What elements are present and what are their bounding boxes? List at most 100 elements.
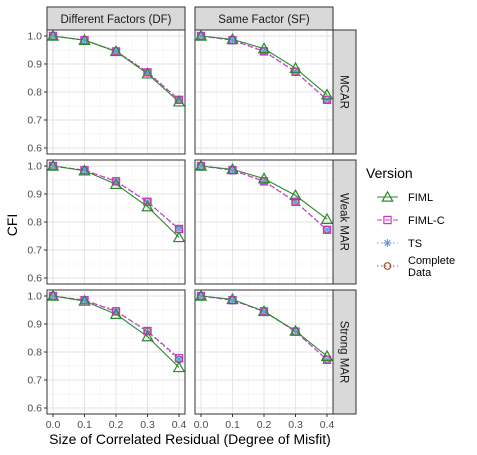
data-point-fiml bbox=[289, 61, 302, 73]
y-tick-label: 0.7 bbox=[27, 375, 42, 387]
data-point-fiml bbox=[78, 294, 91, 306]
data-point-fiml bbox=[141, 330, 154, 342]
y-tick-label: 0.6 bbox=[27, 403, 42, 415]
data-point-fiml bbox=[78, 33, 91, 45]
asterisk-stroke bbox=[384, 239, 391, 247]
column-strip-box bbox=[46, 6, 186, 31]
x-tick-label: 0.2 bbox=[257, 419, 272, 431]
x-tick-label: 0.4 bbox=[320, 419, 335, 431]
legend-label: FIML bbox=[408, 192, 433, 204]
data-point-fiml bbox=[226, 32, 239, 45]
data-point-fiml-c bbox=[322, 225, 332, 235]
legend-key-marker bbox=[383, 215, 392, 225]
asterisk-stroke bbox=[175, 96, 183, 104]
y-tick-label: 0.6 bbox=[27, 143, 42, 155]
data-point-fiml-c bbox=[143, 197, 152, 207]
y-tick-label: 0.8 bbox=[27, 87, 42, 99]
legend-entry: FIML bbox=[377, 190, 433, 204]
y-tick-label: 0.6 bbox=[27, 273, 42, 285]
column-strip: Different Factors (DF) bbox=[46, 6, 186, 31]
row-strip: Strong MAR bbox=[332, 289, 357, 415]
y-axis-title: CFI bbox=[4, 214, 20, 237]
row-strip-label: Weak MAR bbox=[338, 193, 350, 251]
data-point-fiml bbox=[46, 159, 60, 171]
facet-panel bbox=[194, 289, 334, 415]
row-strip-box bbox=[332, 289, 357, 415]
x-tick-label: 0.0 bbox=[46, 419, 61, 431]
axes: 0.6 0.7 0.8 0.9 1.0 0.6 0.7 0.8 0.9 1.0 0.6 0.7 0.8 0… bbox=[27, 31, 334, 431]
data-point-fiml bbox=[226, 292, 239, 305]
x-tick-label: 0.3 bbox=[288, 419, 303, 431]
legend-entry: TS bbox=[377, 238, 422, 250]
asterisk-stroke bbox=[323, 96, 331, 104]
data-point-fiml bbox=[46, 29, 60, 41]
y-tick-label: 0.9 bbox=[27, 319, 42, 331]
legend-entry: FIML-C bbox=[377, 215, 445, 227]
column-strip: Same Factor (SF) bbox=[194, 6, 334, 31]
data-point-fiml bbox=[109, 307, 123, 319]
legend-key-marker bbox=[381, 190, 394, 202]
data-point-fiml bbox=[257, 172, 271, 184]
data-point-fiml-c bbox=[143, 326, 152, 336]
data-point-fiml-c bbox=[259, 47, 269, 56]
data-point-ts bbox=[323, 225, 331, 234]
legend-label: TS bbox=[408, 238, 422, 250]
data-point-fiml bbox=[78, 164, 91, 176]
legend-key-marker bbox=[383, 262, 392, 270]
legend-label-line: Data bbox=[408, 267, 432, 279]
data-point-fiml bbox=[46, 289, 60, 301]
data-point-fiml-c bbox=[291, 197, 300, 207]
y-tick-label: 0.7 bbox=[27, 245, 42, 257]
asterisk-stroke bbox=[175, 355, 183, 363]
data-point-fiml-c bbox=[322, 95, 332, 105]
asterisk-stroke bbox=[144, 69, 151, 76]
x-axis-title: Size of Correlated Residual (Degree of M… bbox=[49, 431, 331, 447]
x-tick-label: 0.1 bbox=[77, 419, 92, 431]
data-point-fiml bbox=[257, 42, 271, 54]
data-point-fiml bbox=[172, 230, 186, 243]
data-point-fiml bbox=[172, 95, 186, 107]
y-tick-label: 1.0 bbox=[27, 291, 42, 303]
column-strip-label: Different Factors (DF) bbox=[61, 14, 172, 26]
facet-panel bbox=[46, 289, 186, 415]
column-strip-label: Same Factor (SF) bbox=[218, 14, 310, 26]
x-tick-label: 0.1 bbox=[225, 419, 240, 431]
row-strip: MCAR bbox=[332, 29, 357, 155]
y-tick-label: 1.0 bbox=[27, 31, 42, 43]
y-tick-label: 0.9 bbox=[27, 59, 42, 71]
legend-label: FIML-C bbox=[408, 215, 445, 227]
asterisk-stroke bbox=[175, 225, 183, 233]
legend-title: Version bbox=[366, 165, 413, 181]
data-point-fiml bbox=[109, 44, 123, 57]
panels-layer bbox=[46, 29, 334, 415]
row-strip-label: Strong MAR bbox=[338, 321, 350, 384]
data-point-fiml bbox=[194, 289, 208, 301]
x-tick-label: 0.0 bbox=[194, 419, 209, 431]
row-strip-box bbox=[332, 159, 357, 285]
facet-panel bbox=[46, 159, 186, 285]
data-point-fiml bbox=[194, 159, 208, 171]
data-point-ts bbox=[323, 95, 331, 104]
legend-label-line: Complete bbox=[408, 255, 455, 267]
data-point-fiml-c bbox=[259, 177, 269, 186]
y-tick-label: 0.8 bbox=[27, 217, 42, 229]
column-strip-box bbox=[194, 6, 334, 31]
data-point-fiml bbox=[320, 349, 334, 361]
x-tick-label: 0.3 bbox=[140, 419, 155, 431]
row-strip-box bbox=[332, 29, 357, 155]
data-point-fiml bbox=[320, 212, 334, 224]
data-point-fiml bbox=[289, 188, 302, 201]
data-point-fiml bbox=[109, 177, 123, 189]
y-tick-label: 1.0 bbox=[27, 161, 42, 173]
data-point-fiml bbox=[320, 88, 334, 100]
y-tick-label: 0.9 bbox=[27, 189, 42, 201]
data-point-fiml bbox=[289, 324, 302, 336]
x-tick-label: 0.4 bbox=[172, 419, 187, 431]
data-point-fiml bbox=[141, 200, 154, 212]
data-point-fiml bbox=[194, 29, 208, 41]
facet-panel bbox=[46, 29, 186, 155]
facet-panel bbox=[194, 159, 334, 285]
